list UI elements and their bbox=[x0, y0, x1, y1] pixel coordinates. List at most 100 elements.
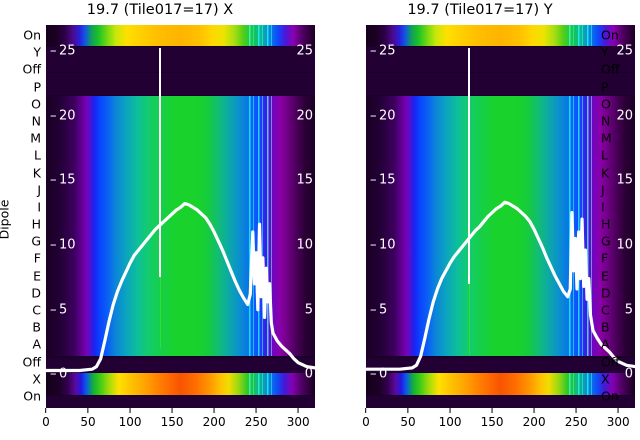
y-tick-label-inner-15: –15 bbox=[370, 172, 396, 188]
y-tick-label-inner-5: –5 bbox=[50, 302, 68, 318]
heatmap-band-on-6 bbox=[366, 396, 635, 408]
y-tick-label-inner-20: –20 bbox=[370, 108, 396, 124]
heatmap-stripe-overlay bbox=[569, 373, 595, 396]
y-tick-label-inner-10: –10 bbox=[370, 237, 396, 253]
x-tick-x-150: 150 bbox=[161, 408, 184, 429]
category-label-left-12: G bbox=[31, 233, 41, 249]
category-label-right-4: O bbox=[601, 96, 611, 112]
category-label-right-2: Off bbox=[601, 61, 620, 77]
y-tick-label-right-20: 20 bbox=[616, 108, 633, 124]
category-label-left-5: N bbox=[31, 113, 41, 129]
category-label-left-17: B bbox=[32, 319, 41, 335]
overlay-vertical-spike bbox=[159, 48, 162, 278]
x-tick-x-0: 0 bbox=[42, 408, 50, 429]
y-tick-label-inner-20: –20 bbox=[50, 108, 76, 124]
heatmap-stripe-overlay bbox=[249, 373, 275, 396]
panel-x-title: 19.7 (Tile017=17) X bbox=[86, 2, 234, 18]
category-label-left-2: Off bbox=[22, 61, 41, 77]
y-tick-label-inner-15: –15 bbox=[50, 172, 76, 188]
category-label-right-6: M bbox=[601, 130, 612, 146]
category-label-right-18: A bbox=[601, 336, 610, 352]
y-tick-label-inner-5: –5 bbox=[370, 302, 388, 318]
category-label-right-17: B bbox=[601, 319, 610, 335]
category-label-right-10: I bbox=[601, 199, 605, 215]
y-tick-label-right-15: 15 bbox=[616, 172, 633, 188]
y-tick-label-right-0: 0 bbox=[624, 366, 633, 382]
x-tick-x-50: 50 bbox=[80, 408, 96, 429]
heatmap-band-y-1 bbox=[46, 46, 315, 72]
heatmap-band-on-0 bbox=[366, 25, 635, 46]
x-axis-y: 0 50 100 150 200 250 300 bbox=[362, 408, 635, 438]
x-tick-y-200: 200 bbox=[523, 408, 546, 429]
heatmap-band-y-1 bbox=[366, 46, 635, 72]
category-label-right-14: E bbox=[601, 268, 609, 284]
y-tick-label-inner-10: –10 bbox=[50, 237, 76, 253]
x-axis-x: 0 50 100 150 200 250 300 bbox=[42, 408, 315, 438]
heatmap-stripe-overlay bbox=[249, 25, 275, 46]
category-axis-left-x: On Y Off P O N M L K J I H G F E D C B A Off X On bbox=[0, 25, 44, 408]
overlay-spike-core bbox=[468, 283, 470, 355]
y-tick-label-inner-0: –0 bbox=[370, 366, 388, 382]
category-label-right-13: F bbox=[601, 250, 609, 266]
heatmap-band-off-2 bbox=[366, 72, 635, 95]
y-tick-label-inner-25: –25 bbox=[370, 43, 396, 59]
heatmap-band-body-3 bbox=[366, 96, 635, 357]
category-label-left-9: J bbox=[37, 182, 41, 198]
y-tick-label-inner-25: –25 bbox=[50, 43, 76, 59]
category-label-right-19: Off bbox=[601, 354, 620, 370]
category-label-right-16: C bbox=[601, 302, 610, 318]
y-tick-label-right-25: 25 bbox=[296, 43, 313, 59]
overlay-vertical-spike bbox=[467, 48, 470, 284]
heatmap-band-on-0 bbox=[46, 25, 315, 46]
x-tick-y-100: 100 bbox=[439, 408, 462, 429]
heatmap-band-body-3 bbox=[46, 96, 315, 357]
category-label-left-6: M bbox=[30, 130, 41, 146]
category-label-left-11: H bbox=[31, 216, 41, 232]
category-label-left-8: K bbox=[32, 165, 41, 181]
x-tick-y-250: 250 bbox=[565, 408, 588, 429]
x-tick-y-50: 50 bbox=[400, 408, 416, 429]
category-label-left-15: D bbox=[31, 285, 41, 301]
heatmap-band-on-6 bbox=[46, 396, 315, 408]
category-label-left-3: P bbox=[33, 79, 41, 95]
category-label-right-8: K bbox=[601, 165, 610, 181]
category-label-left-0: On bbox=[23, 27, 41, 43]
x-tick-x-200: 200 bbox=[203, 408, 226, 429]
category-label-left-20: X bbox=[32, 371, 41, 387]
category-label-right-3: P bbox=[601, 79, 609, 95]
category-label-left-18: A bbox=[32, 336, 41, 352]
category-label-left-7: L bbox=[34, 147, 41, 163]
y-tick-label-inner-0: –0 bbox=[50, 366, 68, 382]
x-tick-x-300: 300 bbox=[287, 408, 310, 429]
y-tick-label-right-5: 5 bbox=[624, 302, 633, 318]
panel-y: 19.7 (Tile017=17) Y –0 0 –5 5 –10 10 –15 15 –20 2… bbox=[320, 0, 640, 440]
panel-x-heatmap[interactable]: –0 0 –5 5 –10 10 –15 15 –20 20 –25 25 bbox=[46, 25, 315, 408]
category-label-right-0: On bbox=[601, 27, 619, 43]
heatmap-stripe-overlay bbox=[249, 96, 275, 357]
category-label-right-1: Y bbox=[601, 44, 609, 60]
x-tick-y-150: 150 bbox=[481, 408, 504, 429]
y-tick-label-right-5: 5 bbox=[304, 302, 313, 318]
category-label-right-20: X bbox=[601, 371, 610, 387]
panel-x: 19.7 (Tile017=17) X –0 0 –5 5 –10 10 –15 15 –20 2… bbox=[0, 2, 315, 438]
heatmap-stripe-overlay bbox=[569, 25, 595, 46]
category-label-right-5: N bbox=[601, 113, 611, 129]
y-tick-label-right-15: 15 bbox=[296, 172, 313, 188]
overlay-spike-core bbox=[160, 277, 162, 349]
category-label-left-1: Y bbox=[33, 44, 41, 60]
panel-y-heatmap[interactable]: –0 0 –5 5 –10 10 –15 15 –20 20 –25 25 bbox=[366, 25, 635, 408]
category-label-left-21: On bbox=[23, 388, 41, 404]
y-tick-label-right-10: 10 bbox=[616, 237, 633, 253]
heatmap-stripe-overlay bbox=[569, 96, 595, 357]
category-label-left-13: F bbox=[33, 250, 41, 266]
panel-y-title: 19.7 (Tile017=17) Y bbox=[407, 2, 553, 18]
category-label-left-14: E bbox=[33, 268, 41, 284]
category-label-left-10: I bbox=[37, 199, 41, 215]
category-label-right-7: L bbox=[601, 147, 608, 163]
x-tick-y-0: 0 bbox=[362, 408, 370, 429]
category-label-right-12: G bbox=[601, 233, 611, 249]
category-label-left-4: O bbox=[31, 96, 41, 112]
category-label-right-21: On bbox=[601, 388, 619, 404]
y-tick-label-right-10: 10 bbox=[296, 237, 313, 253]
